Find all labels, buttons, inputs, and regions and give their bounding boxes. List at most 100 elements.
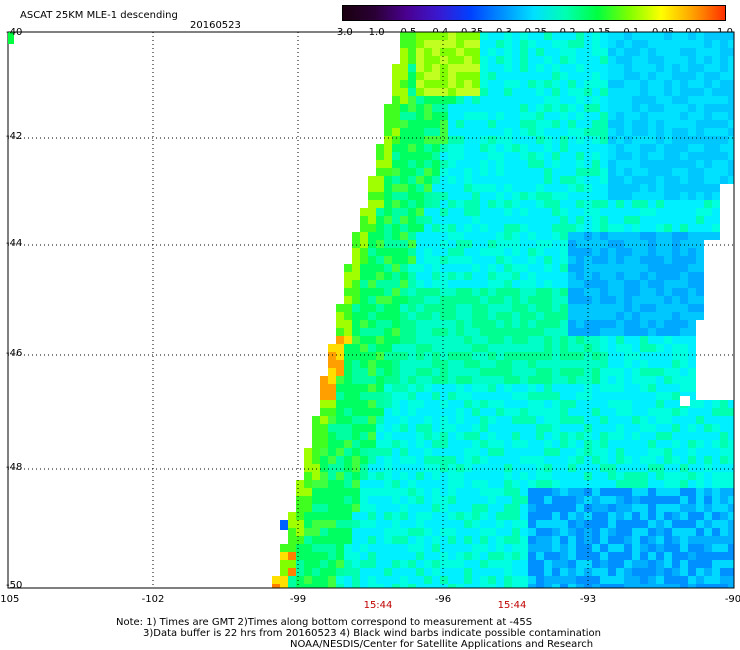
swath-cell <box>600 472 608 480</box>
swath-cell <box>640 256 648 264</box>
swath-cell <box>552 520 560 528</box>
swath-cell <box>432 568 440 576</box>
swath-cell <box>672 560 680 568</box>
swath-cell <box>616 248 624 256</box>
swath-cell <box>488 104 496 112</box>
swath-cell <box>568 216 576 224</box>
swath-cell <box>720 448 728 456</box>
swath-cell <box>392 152 400 160</box>
swath-cell <box>464 424 472 432</box>
swath-cell <box>424 120 432 128</box>
swath-cell <box>688 392 696 400</box>
swath-cell <box>672 480 680 488</box>
swath-cell <box>560 448 568 456</box>
swath-cell <box>400 216 408 224</box>
swath-cell <box>488 256 496 264</box>
swath-cell <box>432 352 440 360</box>
swath-cell <box>624 432 632 440</box>
swath-cell <box>680 384 688 392</box>
swath-cell <box>304 472 312 480</box>
swath-cell <box>440 488 448 496</box>
swath-cell <box>616 272 624 280</box>
swath-cell <box>496 544 504 552</box>
swath-cell <box>512 48 520 56</box>
swath-cell <box>520 272 528 280</box>
swath-cell <box>608 328 616 336</box>
swath-cell <box>640 416 648 424</box>
swath-cell <box>400 184 408 192</box>
swath-cell <box>720 72 728 80</box>
swath-cell <box>608 280 616 288</box>
swath-cell <box>312 520 320 528</box>
swath-cell <box>656 184 664 192</box>
swath-cell <box>368 304 376 312</box>
swath-cell <box>552 88 560 96</box>
swath-cell <box>552 528 560 536</box>
swath-cell <box>336 552 344 560</box>
swath-cell <box>728 552 734 560</box>
swath-cell <box>328 464 336 472</box>
swath-cell <box>352 368 360 376</box>
swath-cell <box>480 504 488 512</box>
swath-cell <box>608 264 616 272</box>
swath-cell <box>560 224 568 232</box>
swath-cell <box>448 168 456 176</box>
swath-cell <box>392 344 400 352</box>
swath-cell <box>664 344 672 352</box>
swath-cell <box>608 416 616 424</box>
swath-cell <box>408 104 416 112</box>
swath-cell <box>488 184 496 192</box>
swath-cell <box>632 512 640 520</box>
swath-cell <box>680 72 688 80</box>
swath-cell <box>592 216 600 224</box>
swath-cell <box>680 528 688 536</box>
swath-cell <box>504 232 512 240</box>
swath-cell <box>392 456 400 464</box>
swath-cell <box>408 496 416 504</box>
swath-cell <box>448 416 456 424</box>
swath-cell <box>488 112 496 120</box>
swath-cell <box>360 352 368 360</box>
swath-cell <box>416 32 424 40</box>
swath-cell <box>344 312 352 320</box>
swath-cell <box>336 488 344 496</box>
swath-cell <box>448 336 456 344</box>
swath-cell <box>464 296 472 304</box>
swath-cell <box>680 504 688 512</box>
swath-cell <box>592 576 600 584</box>
swath-cell <box>552 144 560 152</box>
swath-cell <box>400 448 408 456</box>
swath-cell <box>728 584 734 588</box>
swath-cell <box>416 512 424 520</box>
swath-cell <box>656 104 664 112</box>
swath-cell <box>592 384 600 392</box>
swath-cell <box>600 240 608 248</box>
swath-cell <box>624 320 632 328</box>
swath-cell <box>504 568 512 576</box>
swath-cell <box>424 72 432 80</box>
swath-cell <box>496 208 504 216</box>
swath-cell <box>448 328 456 336</box>
swath-cell <box>512 472 520 480</box>
swath-cell <box>592 264 600 272</box>
swath-cell <box>640 208 648 216</box>
swath-cell <box>648 448 656 456</box>
swath-cell <box>464 520 472 528</box>
swath-cell <box>672 584 680 588</box>
swath-cell <box>640 136 648 144</box>
swath-cell <box>432 136 440 144</box>
swath-cell <box>408 176 416 184</box>
swath-cell <box>480 560 488 568</box>
swath-cell <box>416 376 424 384</box>
swath-cell <box>536 152 544 160</box>
swath-cell <box>544 488 552 496</box>
swath-cell <box>472 176 480 184</box>
swath-cell <box>648 112 656 120</box>
swath-cell <box>336 568 344 576</box>
swath-cell <box>456 432 464 440</box>
swath-cell <box>488 496 496 504</box>
swath-cell <box>552 488 560 496</box>
swath-cell <box>440 536 448 544</box>
swath-cell <box>712 208 720 216</box>
swath-cell <box>424 440 432 448</box>
